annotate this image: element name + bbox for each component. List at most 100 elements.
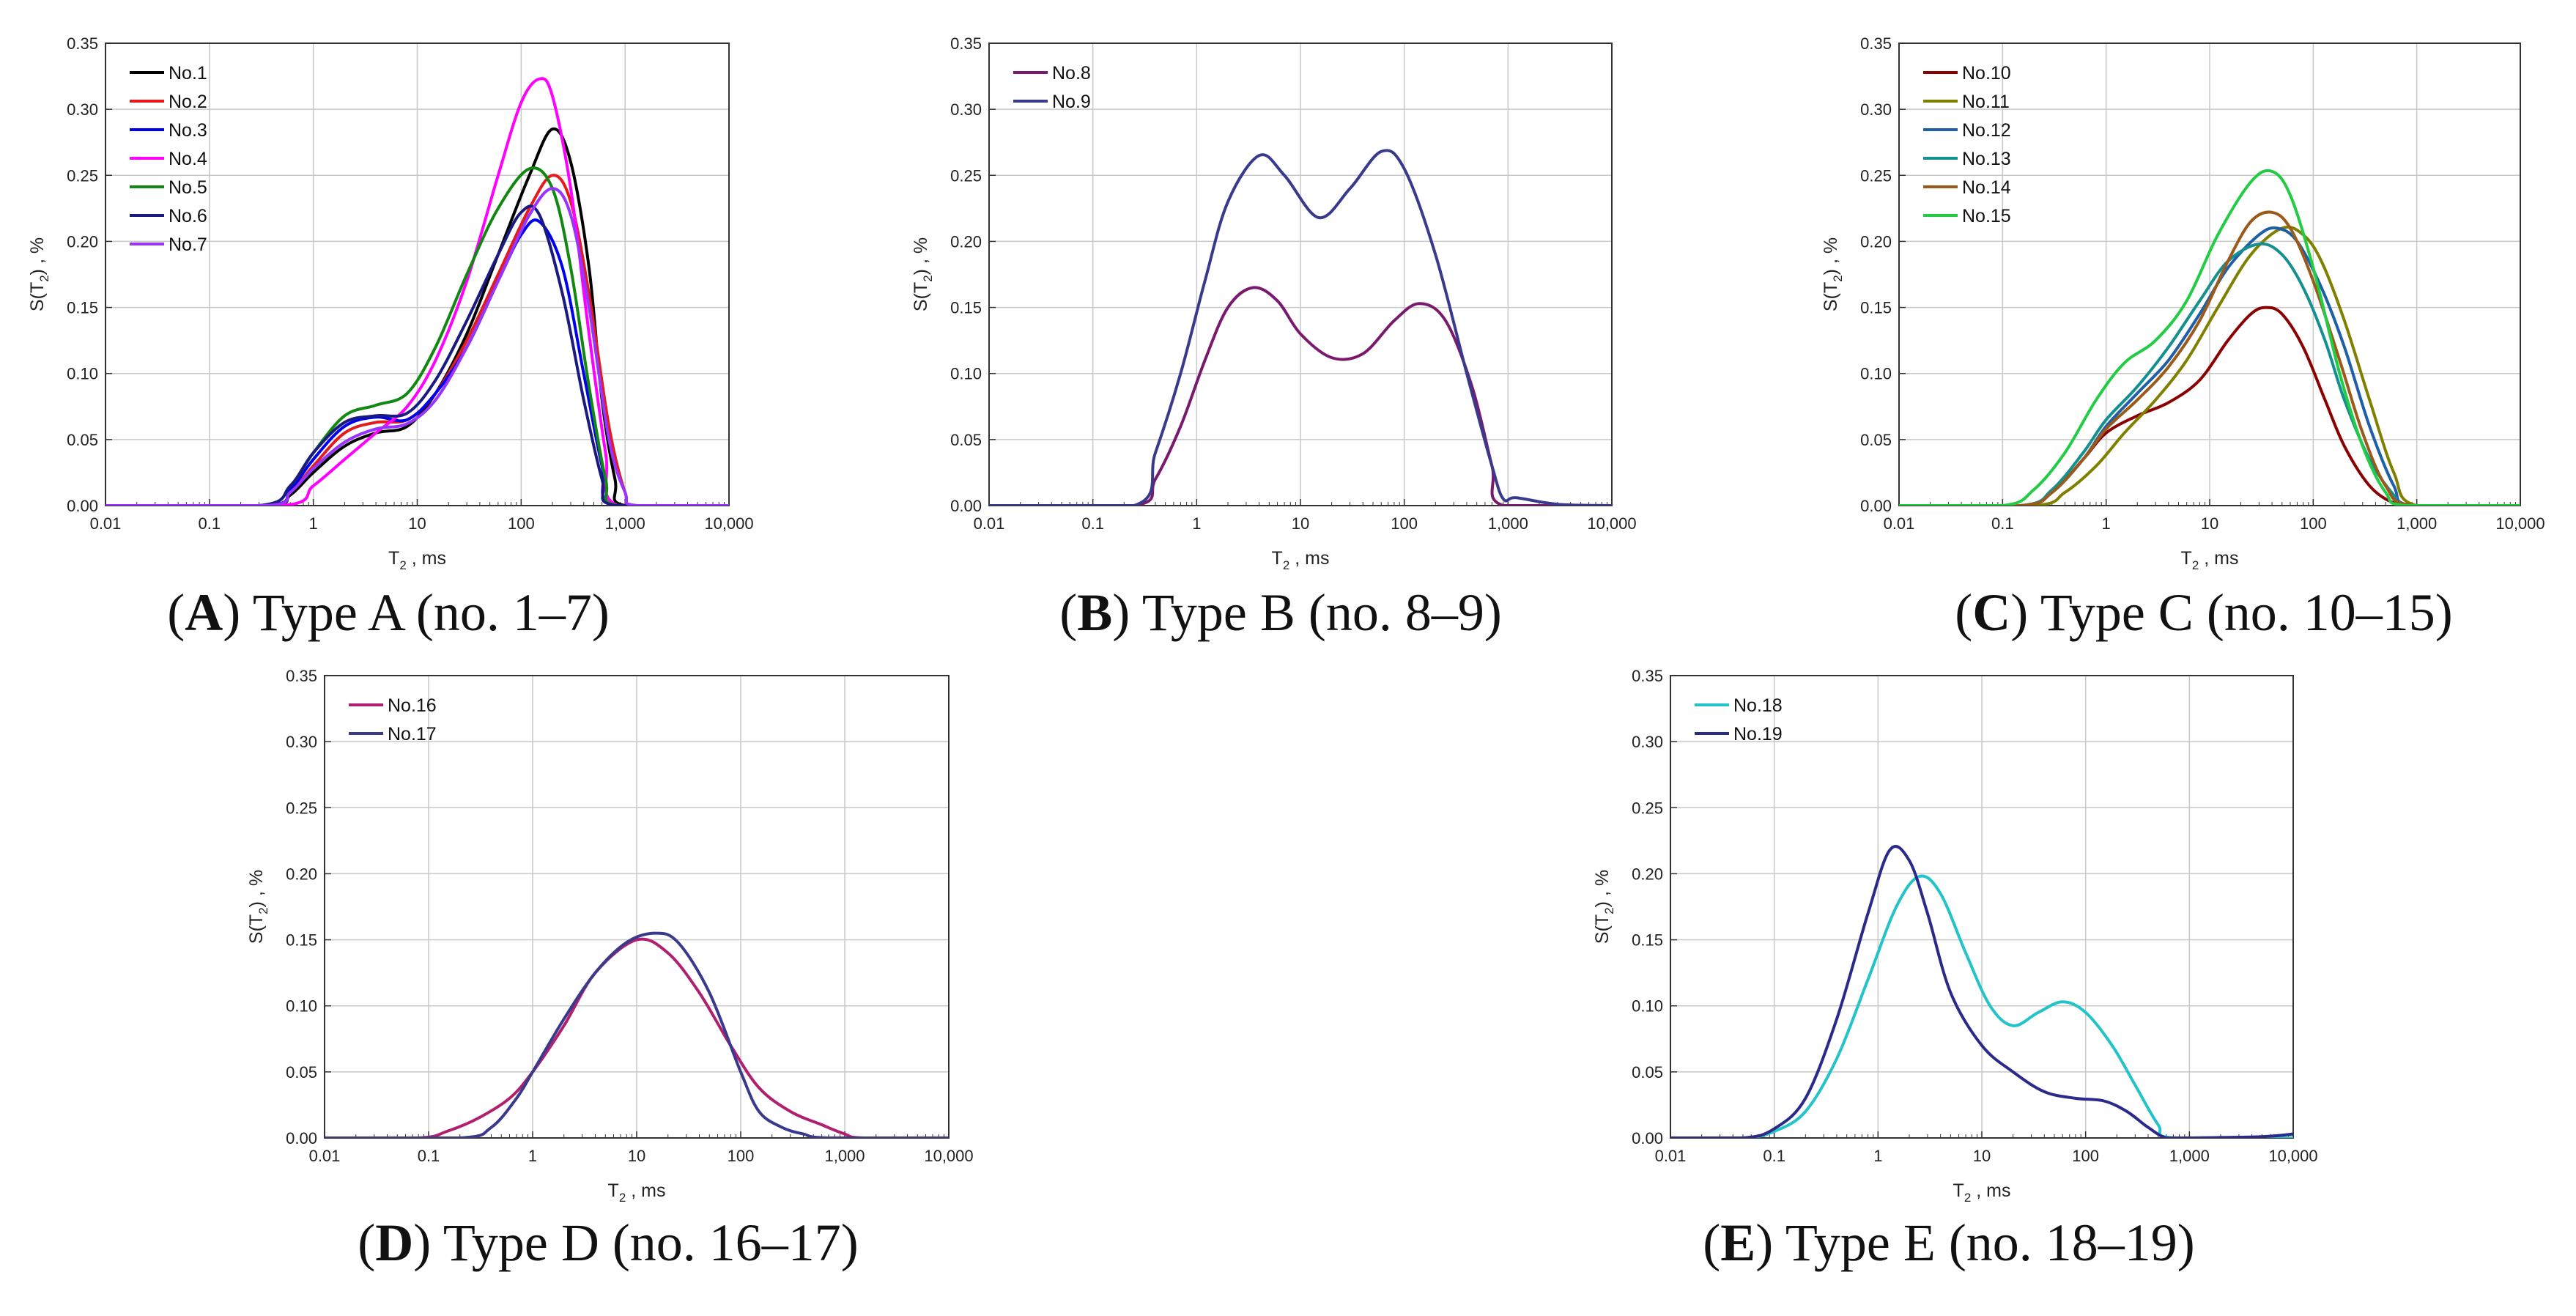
- x-tick-label: 100: [728, 1147, 755, 1165]
- caption-close: ): [1112, 583, 1142, 642]
- y-axis-title-unit: ) , %: [1592, 870, 1613, 907]
- x-tick-label: 1,000: [2397, 514, 2437, 533]
- panel-caption: (E) Type E (no. 18–19): [1703, 1213, 2195, 1272]
- chart-panel-b: 0.01 0.1 1 10 100 1,000 10,000 0.00 0.05 0.10 0.15…: [911, 34, 1637, 642]
- x-axis-title-sub: 2: [1964, 1191, 1971, 1205]
- y-axis-title: S(T2) , %: [246, 870, 270, 944]
- x-tick-label: 10,000: [2495, 514, 2544, 533]
- chart-panel-d: 0.01 0.1 1 10 100 1,000 10,000 0.00 0.05 0.10 0.15…: [246, 667, 974, 1272]
- x-axis-title-main: T: [1272, 548, 1283, 569]
- caption-text: Type E (no. 18–19): [1785, 1213, 2195, 1272]
- series-line-no9: [989, 149, 1612, 506]
- y-tick-label: 0.10: [67, 365, 98, 383]
- x-tick-label: 10: [2201, 514, 2218, 533]
- x-tick-label: 0.01: [1884, 514, 1915, 533]
- x-axis-title-main: T: [1953, 1180, 1964, 1201]
- y-tick-label: 0.25: [1860, 166, 1892, 185]
- caption-letter: A: [185, 583, 223, 642]
- x-axis-title-main: T: [388, 548, 399, 569]
- y-tick-label: 0.10: [286, 997, 317, 1016]
- x-axis-title: T2 , ms: [608, 1180, 666, 1205]
- y-tick-label: 0.30: [286, 733, 317, 751]
- y-axis-title-main: S(T: [246, 914, 267, 944]
- caption-letter: E: [1720, 1213, 1755, 1272]
- x-axis-title-unit: , ms: [407, 548, 446, 569]
- legend-label: No.12: [1962, 120, 2011, 141]
- legend-label: No.3: [169, 120, 207, 141]
- caption-open: (: [1955, 583, 1972, 642]
- x-tick-label: 0.1: [1991, 514, 2014, 533]
- x-tick-label: 1: [2102, 514, 2111, 533]
- y-tick-label: 0.15: [950, 299, 982, 317]
- caption-close: ): [2010, 583, 2040, 642]
- y-axis-title-sub: 2: [921, 275, 935, 281]
- legend: No.16 No.17: [349, 695, 437, 744]
- x-tick-label: 1,000: [2169, 1147, 2210, 1165]
- series-line-no19: [1670, 845, 2293, 1138]
- y-tick-label: 0.20: [1860, 232, 1892, 251]
- series-line-no11: [1899, 225, 2520, 506]
- x-tick-label: 1,000: [824, 1147, 865, 1165]
- y-tick-label: 0.20: [950, 232, 982, 251]
- series-line-no17: [325, 931, 949, 1138]
- legend-label: No.5: [169, 177, 207, 198]
- legend-label: No.10: [1962, 63, 2011, 84]
- x-axis-title-sub: 2: [2192, 558, 2199, 572]
- x-axis-title: T2 , ms: [2181, 548, 2239, 572]
- caption-close: ): [1755, 1213, 1785, 1272]
- y-tick-label: 0.25: [1632, 799, 1663, 817]
- y-axis-title-sub: 2: [256, 907, 270, 914]
- legend-label: No.9: [1052, 92, 1091, 112]
- legend-label: No.7: [169, 234, 207, 255]
- chart-panel-e: 0.01 0.1 1 10 100 1,000 10,000 0.00 0.05 0.10 0.15…: [1592, 667, 2318, 1272]
- y-tick-label: 0.20: [67, 232, 98, 251]
- caption-text: Type D (no. 16–17): [443, 1213, 859, 1272]
- y-axis-title: S(T2) , %: [27, 237, 51, 311]
- caption-open: (: [358, 1213, 375, 1272]
- y-tick-label: 0.05: [286, 1063, 317, 1082]
- y-axis-title-unit: ) , %: [911, 237, 931, 275]
- y-tick-label: 0.00: [950, 497, 982, 515]
- legend-label: No.17: [388, 724, 437, 744]
- x-tick-label: 10: [408, 514, 426, 533]
- x-tick-label: 100: [508, 514, 535, 533]
- x-axis-title-unit: , ms: [1289, 548, 1329, 569]
- panel-caption: (D) Type D (no. 16–17): [358, 1213, 859, 1272]
- panel-caption: (A) Type A (no. 1–7): [167, 583, 610, 642]
- y-tick-label: 0.30: [67, 100, 98, 119]
- series-line-no7: [106, 187, 729, 506]
- x-tick-label: 100: [1391, 514, 1418, 533]
- y-tick-label: 0.35: [950, 34, 982, 53]
- x-tick-label: 0.01: [90, 514, 122, 533]
- y-axis-title-unit: ) , %: [27, 237, 48, 275]
- y-tick-label: 0.35: [286, 667, 317, 685]
- chart-panel-a: 0.01 0.1 1 10 100 1,000 10,000 0.00 0.05 0.10 0.15…: [27, 34, 754, 642]
- x-axis-title-sub: 2: [399, 558, 406, 572]
- legend-label: No.11: [1962, 92, 2010, 112]
- x-axis-title-unit: , ms: [2199, 548, 2238, 569]
- legend-label: No.6: [169, 206, 207, 226]
- caption-open: (: [1059, 583, 1077, 642]
- caption-close: ): [413, 1213, 443, 1272]
- y-axis-title-main: S(T: [1592, 914, 1613, 944]
- legend-label: No.19: [1733, 724, 1783, 744]
- legend-label: No.15: [1962, 206, 2011, 226]
- y-tick-label: 0.35: [1860, 34, 1892, 53]
- y-axis-title-sub: 2: [1602, 907, 1616, 914]
- x-tick-label: 10: [1973, 1147, 1991, 1165]
- y-axis-title: S(T2) , %: [1821, 237, 1845, 311]
- caption-letter: B: [1077, 583, 1112, 642]
- x-tick-label: 0.01: [974, 514, 1005, 533]
- legend: No.10 No.11 No.12 No.13 No.14 No.15: [1923, 63, 2011, 226]
- x-tick-label: 1,000: [1488, 514, 1528, 533]
- y-tick-label: 0.20: [286, 865, 317, 883]
- x-axis-title: T2 , ms: [1272, 548, 1330, 572]
- y-tick-label: 0.00: [1632, 1129, 1663, 1147]
- legend-label: No.4: [169, 149, 207, 169]
- x-tick-label: 1: [1192, 514, 1201, 533]
- legend: No.8 No.9: [1013, 63, 1091, 112]
- x-tick-label: 0.1: [1081, 514, 1104, 533]
- series-line-no14: [1899, 210, 2520, 506]
- y-tick-label: 0.00: [286, 1129, 317, 1147]
